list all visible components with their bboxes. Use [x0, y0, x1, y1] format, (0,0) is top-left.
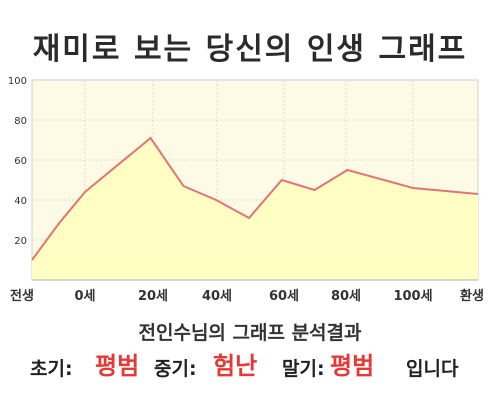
y-tick-label: 100	[8, 76, 27, 87]
page-title: 재미로 보는 당신의 인생 그래프	[32, 32, 468, 67]
middle-label: 중기:	[154, 358, 197, 380]
x-tick-label: 환생	[460, 288, 484, 304]
x-tick-labels: 전생 0세 20세 40세 60세 80세 100세 환생	[10, 288, 484, 304]
ending-text: 입니다	[406, 358, 459, 380]
x-tick-label: 40세	[202, 289, 232, 304]
y-tick-label: 80	[14, 116, 27, 127]
x-tick-label: 0세	[74, 289, 95, 304]
x-tick-label: 60세	[269, 289, 299, 304]
middle-value: 험난	[213, 352, 258, 380]
life-line-series	[31, 136, 479, 261]
analysis-result: 초기: 평범 중기: 험난 말기: 평범 입니다	[0, 344, 500, 384]
early-value: 평범	[95, 352, 140, 380]
early-label: 초기:	[30, 358, 73, 380]
x-tick-label: 전생	[10, 288, 34, 304]
analysis-title: 전인수님의 그래프 분석결과	[138, 322, 362, 344]
x-tick-label: 80세	[331, 289, 361, 304]
y-tick-label: 60	[14, 156, 27, 167]
late-value: 평범	[330, 352, 375, 380]
x-tick-label: 20세	[138, 289, 168, 304]
late-label: 말기:	[282, 358, 325, 380]
life-area-fill	[32, 138, 478, 280]
y-tick-labels: 20 40 60 80 100	[8, 76, 27, 247]
y-tick-label: 20	[14, 236, 27, 247]
x-tick-label: 100세	[393, 289, 432, 304]
y-tick-label: 40	[14, 196, 27, 207]
